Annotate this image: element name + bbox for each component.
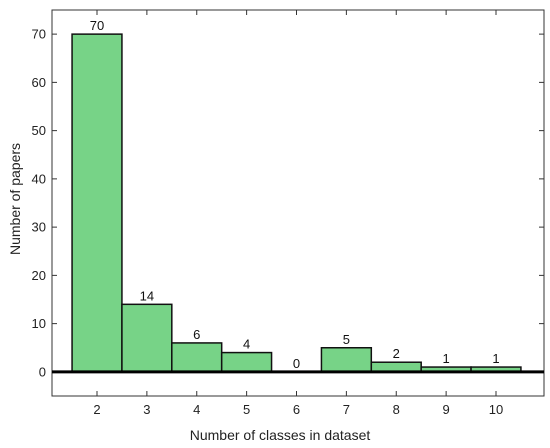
data-label-10: 1: [492, 351, 499, 366]
data-label-8: 2: [393, 346, 400, 361]
bar-4: [171, 342, 223, 373]
x-tick-label: 5: [243, 402, 250, 417]
x-tick-label: 9: [443, 402, 450, 417]
bar-7: [320, 347, 373, 373]
x-tick-label: 10: [489, 402, 503, 417]
data-label-6: 0: [293, 356, 300, 371]
y-tick-label: 30: [32, 220, 46, 235]
data-label-2: 70: [90, 18, 104, 33]
y-tick-label: 10: [32, 316, 46, 331]
plot-frame: [51, 9, 545, 397]
bar-5: [220, 351, 273, 373]
x-tick-label: 8: [393, 402, 400, 417]
bar-3: [121, 303, 173, 373]
data-label-5: 4: [243, 337, 250, 352]
y-tick-label: 60: [32, 75, 46, 90]
y-tick-label: 70: [32, 27, 46, 42]
bars-group: [71, 33, 522, 373]
data-label-4: 6: [193, 327, 200, 342]
x-tick-label: 2: [93, 402, 100, 417]
y-tick-label: 0: [39, 364, 46, 379]
x-tick-label: 6: [293, 402, 300, 417]
data-label-9: 1: [443, 351, 450, 366]
data-labels-group: 70 14 6 4 0 5 2 1 1: [90, 18, 500, 371]
y-tick-label: 40: [32, 171, 46, 186]
data-label-7: 5: [343, 332, 350, 347]
y-tick-label: 50: [32, 123, 46, 138]
x-tick-label: 7: [343, 402, 350, 417]
x-axis-label: Number of classes in dataset: [190, 427, 371, 443]
x-tick-label: 3: [143, 402, 150, 417]
x-axis: 2 3 4 5 6 7 8 9 10: [93, 10, 503, 417]
x-tick-label: 4: [193, 402, 200, 417]
data-label-3: 14: [140, 288, 154, 303]
bar-2: [71, 33, 123, 373]
y-axis-label: Number of papers: [7, 143, 23, 255]
y-tick-label: 20: [32, 268, 46, 283]
